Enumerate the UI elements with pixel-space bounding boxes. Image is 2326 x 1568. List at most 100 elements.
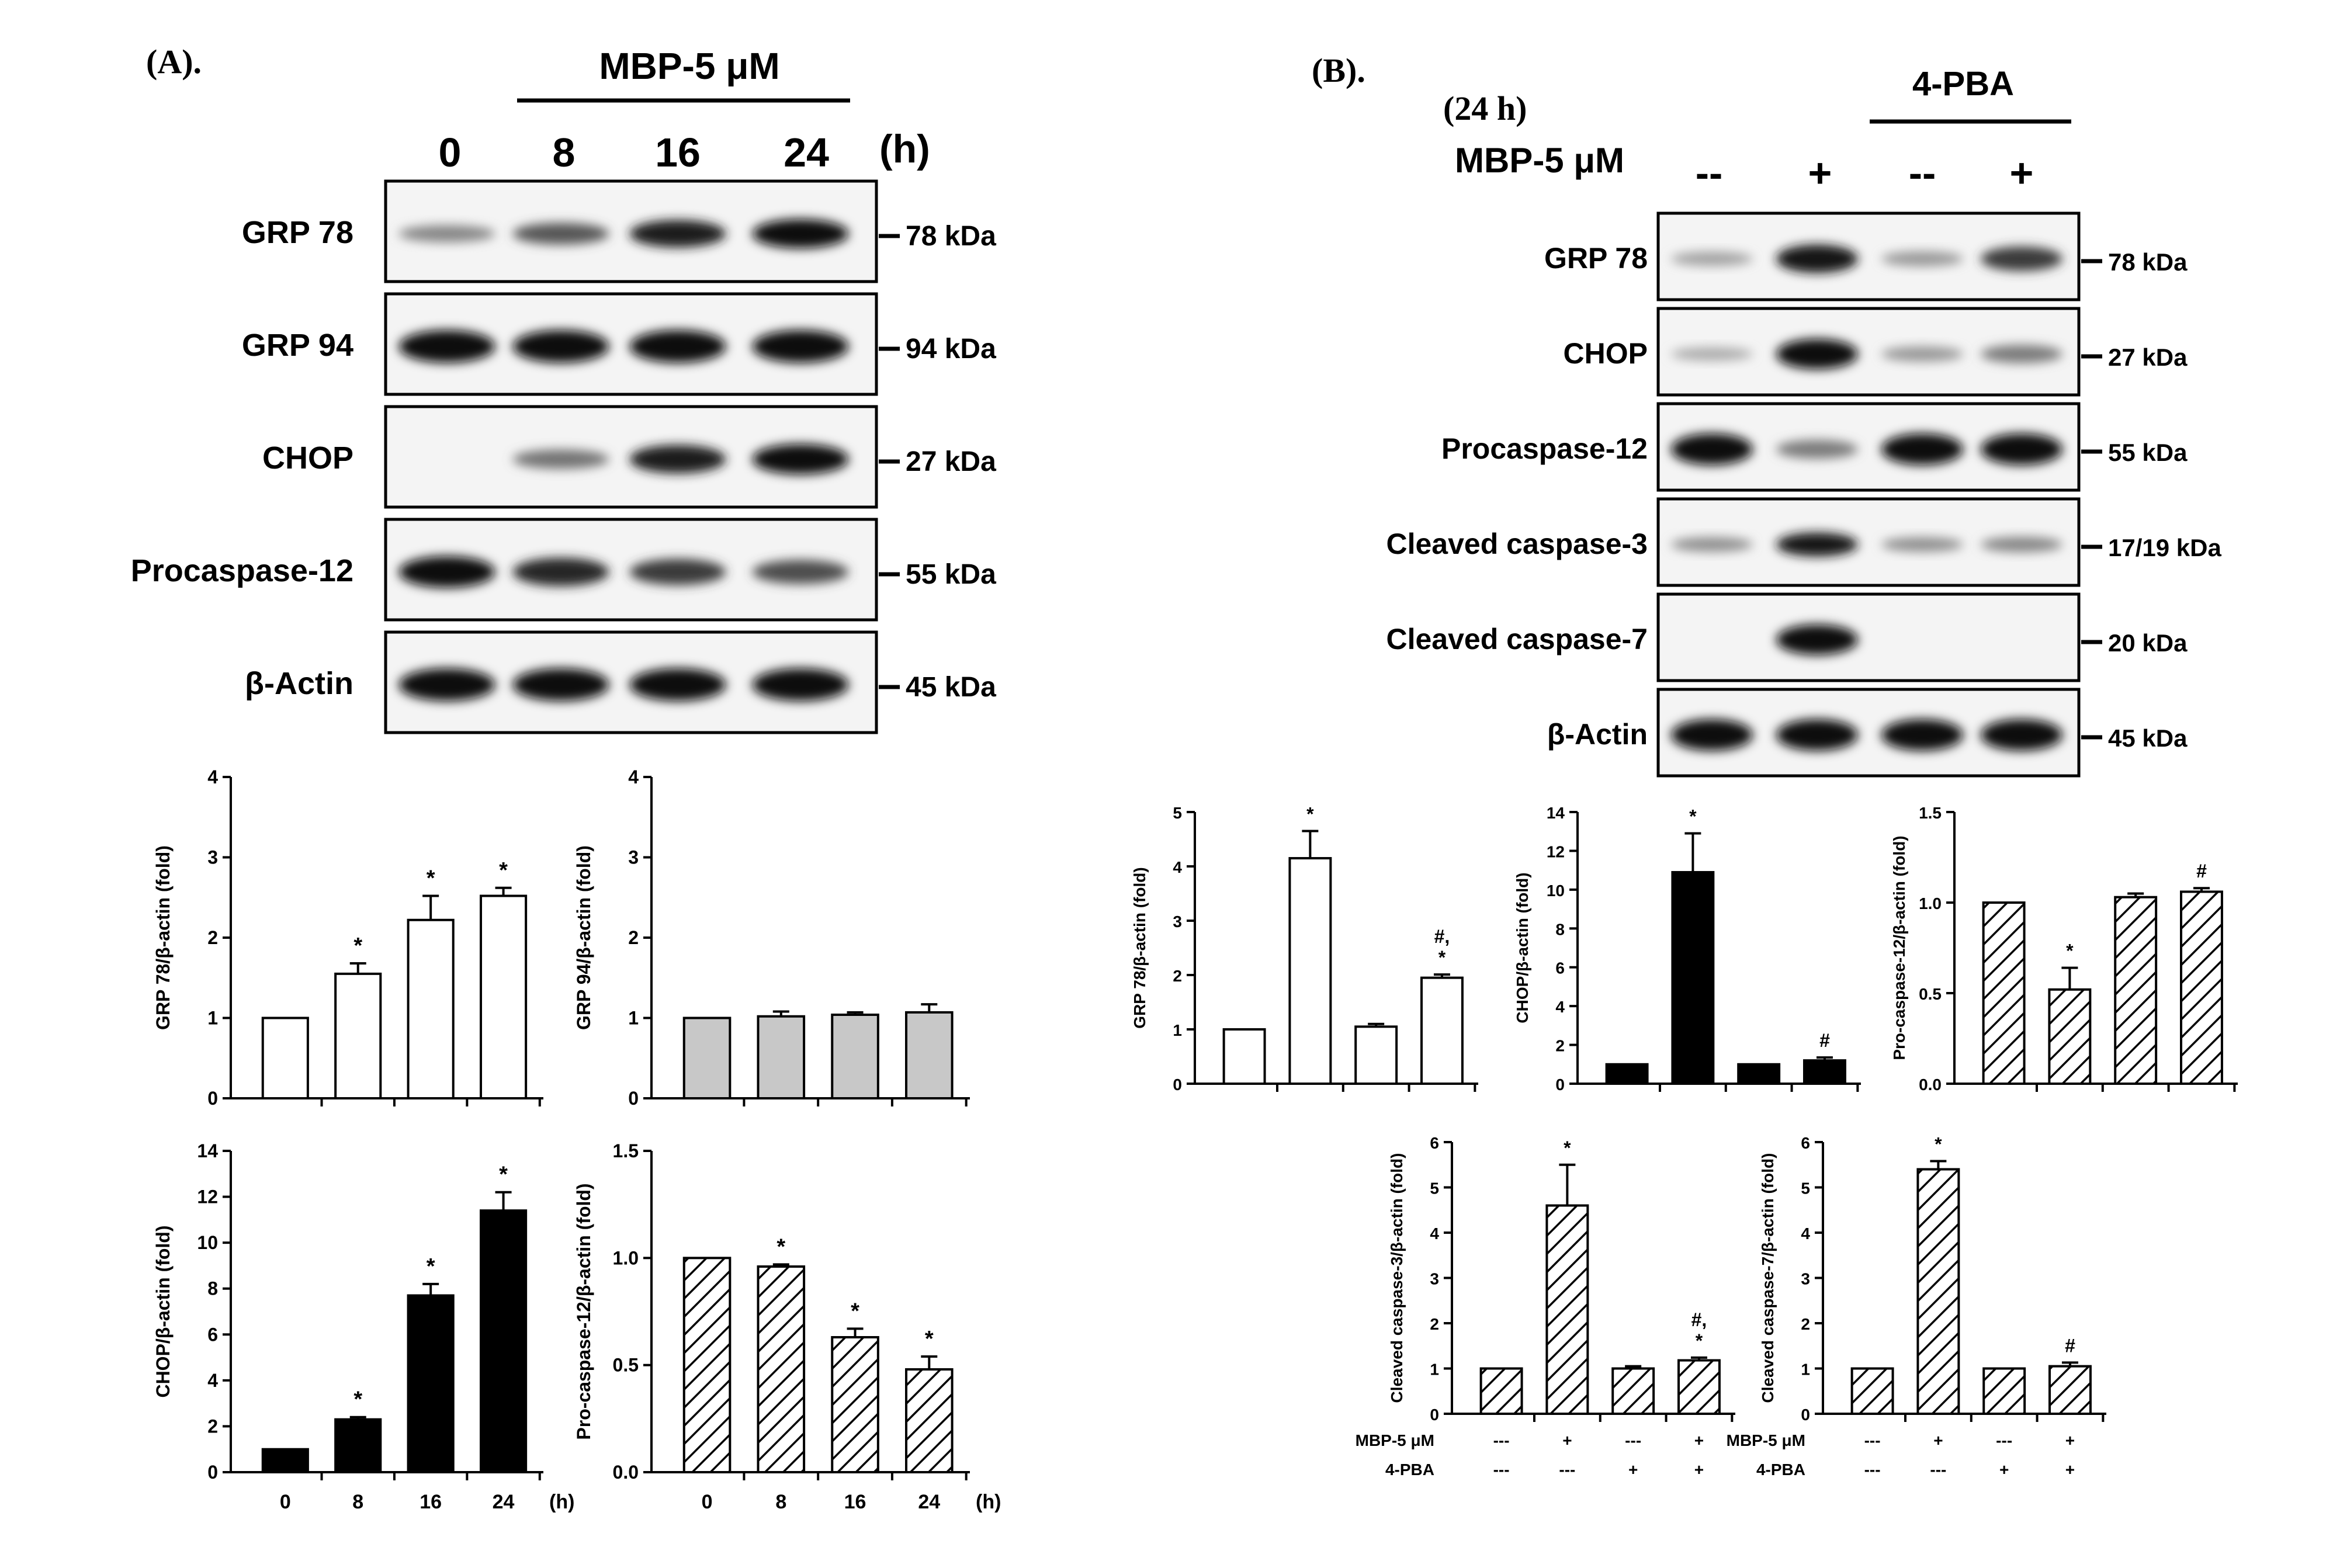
- bar: [1354, 1025, 1398, 1085]
- blot-protein-label: GRP 78: [1544, 242, 1648, 275]
- blot-band: [1671, 347, 1753, 361]
- y-tick-label: 2: [207, 1416, 218, 1437]
- blot-band: [1981, 536, 2062, 553]
- y-tick-label: 4: [207, 766, 218, 788]
- bar-chart-b5: 0 1 2 3 4 5 6 Cleaved caspase-7/β-actin (fold) *…: [1759, 1134, 2106, 1424]
- blot-band: [512, 223, 609, 245]
- y-tick-label: 0.5: [1919, 985, 1942, 1003]
- panel-b-treatment-sign: +: [2010, 150, 2034, 196]
- condition-sign: ---: [1996, 1431, 2012, 1449]
- panel-b-treatment-sign: --: [1909, 150, 1936, 196]
- significance-mark: #,: [1434, 926, 1450, 947]
- y-tick-label: 0: [1801, 1406, 1810, 1424]
- y-tick-label: 1.5: [1919, 804, 1942, 822]
- blot-band: [398, 225, 495, 242]
- y-tick-label: 5: [1801, 1180, 1810, 1198]
- blot-band: [752, 668, 849, 701]
- blot-row: Cleaved caspase-7 20 kDa: [1386, 592, 2188, 682]
- y-tick-label: 6: [1430, 1134, 1439, 1152]
- condition-sign: +: [1694, 1461, 1704, 1479]
- panel-b-treatment-sign: +: [1808, 150, 1832, 196]
- bar: [2048, 988, 2092, 1085]
- significance-mark: *: [851, 1299, 859, 1323]
- significance-mark: *: [353, 1387, 362, 1412]
- bar-chart-a2: 0 1 2 3 4 GRP 94/β-actin (fold): [573, 766, 970, 1109]
- blot-row: CHOP 27 kDa: [262, 405, 996, 509]
- blot-band: [512, 668, 609, 701]
- y-tick-label: 0: [628, 1088, 639, 1109]
- y-tick-label: 1: [628, 1008, 639, 1029]
- bar: [1479, 1367, 1523, 1415]
- condition-sign: ---: [1930, 1461, 1946, 1479]
- condition-sign: ---: [1559, 1461, 1575, 1479]
- blot-band: [1671, 537, 1753, 552]
- y-tick-label: 14: [197, 1140, 218, 1161]
- y-axis-label: GRP 78/β-actin (fold): [1131, 867, 1149, 1028]
- y-tick-label: 12: [1547, 842, 1565, 861]
- kda-label: 20 kDa: [2108, 629, 2188, 657]
- blot-row: GRP 94 94 kDa: [242, 292, 996, 396]
- bar: [261, 1017, 309, 1099]
- blot-row: β-Actin 45 kDa: [245, 630, 996, 734]
- x-tick-label: 24: [493, 1491, 515, 1513]
- blot-protein-label: GRP 78: [242, 215, 353, 250]
- y-tick-label: 1: [207, 1008, 218, 1029]
- y-tick-label: 0.5: [613, 1355, 639, 1376]
- y-tick-label: 8: [207, 1278, 218, 1299]
- bar-chart-b3: 0.0 0.5 1.0 1.5 Pro-caspase-12/β-actin (fold…: [1890, 804, 2238, 1094]
- blot-protein-label: Cleaved caspase-3: [1386, 528, 1648, 560]
- y-tick-label: 2: [1430, 1315, 1439, 1333]
- bar: [1916, 1168, 1960, 1415]
- condition-sign: ---: [1493, 1431, 1510, 1449]
- y-tick-label: 0: [1430, 1406, 1439, 1424]
- condition-sign: ---: [1493, 1461, 1510, 1479]
- blot-band: [398, 330, 495, 363]
- significance-mark: *: [1564, 1137, 1571, 1158]
- y-tick-label: 2: [628, 927, 639, 948]
- bar: [831, 1014, 879, 1099]
- condition-sign: +: [1999, 1461, 2009, 1479]
- x-tick-label: 8: [352, 1491, 363, 1513]
- bar-chart-b4: 0 1 2 3 4 5 6 Cleaved caspase-3/β-actin (fold) *…: [1388, 1134, 1735, 1424]
- significance-mark: *: [1689, 806, 1697, 827]
- bar: [480, 1209, 528, 1473]
- y-tick-label: 1: [1801, 1361, 1810, 1379]
- condition-label: 4-PBA: [1385, 1461, 1434, 1479]
- y-tick-label: 0: [1555, 1076, 1565, 1094]
- y-tick-label: 1: [1173, 1021, 1182, 1039]
- panel-b-pba-header: 4-PBA: [1912, 65, 2014, 103]
- blot-protein-label: β-Actin: [1547, 718, 1648, 751]
- kda-label: 55 kDa: [906, 559, 996, 590]
- bar: [682, 1017, 732, 1099]
- blot-band: [1671, 433, 1753, 465]
- panel-a-lane-label: 24: [784, 130, 829, 175]
- blot-band: [629, 330, 726, 363]
- significance-mark: *: [427, 866, 435, 891]
- significance-mark: *: [1696, 1330, 1703, 1351]
- condition-label: MBP-5 μM: [1356, 1431, 1434, 1449]
- bar: [1677, 1359, 1721, 1416]
- bar: [407, 918, 455, 1099]
- y-tick-label: 6: [207, 1324, 218, 1345]
- condition-sign: +: [1933, 1431, 1943, 1449]
- panel-a-lane-label: 16: [655, 130, 701, 175]
- kda-label: 78 kDa: [906, 221, 996, 252]
- blot-band: [1981, 719, 2062, 751]
- x-tick-label: 0: [702, 1491, 713, 1513]
- y-tick-label: 10: [1547, 882, 1565, 900]
- bar-chart-a4: 0.0 0.5 1.0 1.5 Pro-caspase-12/β-actin (fold…: [573, 1140, 1001, 1513]
- blot-band: [752, 330, 849, 363]
- blot-row: β-Actin 45 kDa: [1547, 688, 2188, 778]
- bar: [1605, 1063, 1649, 1085]
- y-tick-label: 3: [1173, 913, 1182, 931]
- blot-band: [1881, 433, 1963, 465]
- bar-chart-b2: 0 2 4 6 8 10 12 14 CHOP/β-actin (fold) * #: [1513, 804, 1861, 1094]
- blot-band: [1776, 625, 1858, 655]
- blot-band: [629, 558, 726, 585]
- bar: [1982, 901, 2026, 1085]
- y-tick-label: 12: [197, 1187, 218, 1208]
- y-tick-label: 5: [1430, 1180, 1439, 1198]
- significance-mark: *: [353, 934, 362, 958]
- blot-protein-label: GRP 94: [242, 328, 353, 363]
- blot-row: Procaspase-12 55 kDa: [1441, 402, 2188, 492]
